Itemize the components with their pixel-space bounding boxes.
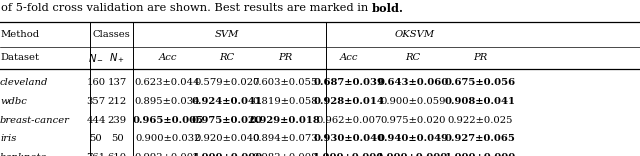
Text: 0.675±0.056: 0.675±0.056 [444, 78, 516, 87]
Text: 0.992±0.004: 0.992±0.004 [135, 153, 200, 156]
Text: 0.975±0.020: 0.975±0.020 [192, 116, 262, 125]
Text: 0.900±0.059: 0.900±0.059 [380, 97, 445, 106]
Text: 0.895±0.034: 0.895±0.034 [135, 97, 200, 106]
Text: Acc: Acc [159, 53, 177, 62]
Text: 0.908±0.041: 0.908±0.041 [445, 97, 515, 106]
Text: 0.927±0.065: 0.927±0.065 [445, 134, 515, 143]
Text: 0.623±0.044: 0.623±0.044 [135, 78, 200, 87]
Text: 1.000±0.000: 1.000±0.000 [313, 153, 385, 156]
Text: 137: 137 [108, 78, 127, 87]
Text: 0.603±0.055: 0.603±0.055 [252, 78, 317, 87]
Text: Dataset: Dataset [0, 53, 39, 62]
Text: $N_-$: $N_-$ [88, 53, 104, 63]
Text: 0.922±0.025: 0.922±0.025 [447, 116, 513, 125]
Text: 0.920±0.040: 0.920±0.040 [195, 134, 260, 143]
Text: 0.924±0.041: 0.924±0.041 [192, 97, 262, 106]
Text: cleveland: cleveland [0, 78, 49, 87]
Text: Method: Method [1, 30, 40, 39]
Text: OKSVM: OKSVM [395, 30, 435, 39]
Text: 0.965±0.005: 0.965±0.005 [132, 116, 204, 125]
Text: wdbc: wdbc [0, 97, 27, 106]
Text: 610: 610 [108, 153, 127, 156]
Text: 1.000±0.000: 1.000±0.000 [377, 153, 449, 156]
Text: 0.900±0.032: 0.900±0.032 [135, 134, 200, 143]
Text: 0.940±0.049: 0.940±0.049 [378, 134, 448, 143]
Text: 160: 160 [86, 78, 106, 87]
Text: 50: 50 [90, 134, 102, 143]
Text: 50: 50 [111, 134, 124, 143]
Text: 0.929±0.018: 0.929±0.018 [250, 116, 320, 125]
Text: 0.930±0.040: 0.930±0.040 [313, 134, 385, 143]
Text: 0.928±0.014: 0.928±0.014 [314, 97, 384, 106]
Text: RC: RC [405, 53, 420, 62]
Text: 0.982±0.008: 0.982±0.008 [252, 153, 317, 156]
Text: 357: 357 [86, 97, 106, 106]
Text: 0.962±0.007: 0.962±0.007 [316, 116, 381, 125]
Text: PR: PR [473, 53, 487, 62]
Text: 212: 212 [108, 97, 127, 106]
Text: 0.643±0.060: 0.643±0.060 [377, 78, 449, 87]
Text: iris: iris [0, 134, 17, 143]
Text: 0.975±0.020: 0.975±0.020 [380, 116, 445, 125]
Text: $N_+$: $N_+$ [109, 51, 125, 65]
Text: PR: PR [278, 53, 292, 62]
Text: 1.000±0.000: 1.000±0.000 [444, 153, 516, 156]
Text: 0.894±0.073: 0.894±0.073 [252, 134, 317, 143]
Text: RC: RC [220, 53, 235, 62]
Text: of 5-fold cross validation are shown. Best results are marked in: of 5-fold cross validation are shown. Be… [1, 3, 371, 13]
Text: 444: 444 [86, 116, 106, 125]
Text: 239: 239 [108, 116, 127, 125]
Text: Acc: Acc [340, 53, 358, 62]
Text: 1.000±0.000: 1.000±0.000 [191, 153, 263, 156]
Text: 761: 761 [86, 153, 106, 156]
Text: banknote: banknote [0, 153, 47, 156]
Text: SVM: SVM [215, 30, 239, 39]
Text: 0.579±0.027: 0.579±0.027 [195, 78, 260, 87]
Text: bold.: bold. [371, 3, 403, 14]
Text: breast-cancer: breast-cancer [0, 116, 70, 125]
Text: Classes: Classes [93, 30, 130, 39]
Text: 0.687±0.039: 0.687±0.039 [314, 78, 384, 87]
Text: 0.819±0.058: 0.819±0.058 [252, 97, 317, 106]
